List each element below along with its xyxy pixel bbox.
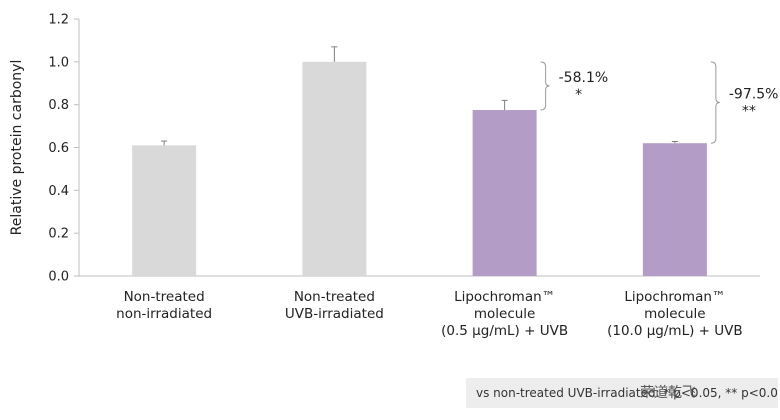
significance-bracket: [710, 61, 720, 144]
y-tick-label: 0.6: [48, 141, 69, 156]
significance-bracket: [540, 61, 550, 111]
y-tick-label: 0.4: [48, 184, 69, 199]
category-label: UVB-irradiated: [285, 306, 384, 322]
category-label: non-irradiated: [116, 306, 212, 322]
significance-marker: **: [742, 104, 756, 120]
bar: [472, 110, 537, 276]
category-label: Non-treated: [124, 289, 205, 305]
watermark-text: 荣道乾飞: [640, 385, 696, 401]
percent-change-label: -97.5%: [729, 87, 779, 103]
category-label: Lipochroman™: [454, 289, 555, 305]
category-label: (10.0 µg/mL) + UVB: [607, 323, 743, 339]
bar: [302, 61, 367, 277]
percent-change-label: -58.1%: [559, 70, 609, 86]
bar: [642, 143, 707, 276]
y-tick-label: 1.2: [48, 13, 69, 28]
bar-chart: 0.0 0.2 0.4 0.6 0.8 1.0 1.2 Relative protein ca…: [9, 13, 779, 340]
category-label: molecule: [644, 306, 706, 322]
watermark: 荣道乾飞: [640, 378, 696, 408]
y-tick-label: 1.0: [48, 55, 69, 70]
category-label: (0.5 µg/mL) + UVB: [441, 323, 568, 339]
significance-footnote: vs non-treated UVB-irradiated: * p<0.05,…: [466, 378, 778, 408]
y-axis-label: Relative protein carbonyl: [9, 60, 25, 236]
footnote-text: vs non-treated UVB-irradiated: * p<0.05,…: [476, 386, 778, 400]
y-tick-label: 0.2: [48, 227, 69, 242]
category-label: molecule: [474, 306, 536, 322]
y-tick-label: 0.8: [48, 98, 69, 113]
y-tick-label: 0.0: [48, 270, 69, 285]
category-label: Lipochroman™: [624, 289, 725, 305]
significance-marker: *: [575, 87, 582, 103]
category-label: Non-treated: [294, 289, 375, 305]
bar: [132, 145, 197, 276]
